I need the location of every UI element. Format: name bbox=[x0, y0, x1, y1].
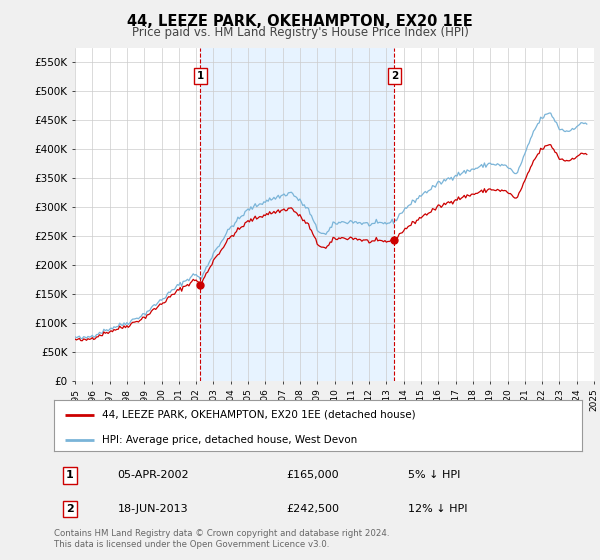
Text: 44, LEEZE PARK, OKEHAMPTON, EX20 1EE (detached house): 44, LEEZE PARK, OKEHAMPTON, EX20 1EE (de… bbox=[101, 409, 415, 419]
Text: £242,500: £242,500 bbox=[286, 504, 340, 514]
Text: HPI: Average price, detached house, West Devon: HPI: Average price, detached house, West… bbox=[101, 435, 357, 445]
Text: 12% ↓ HPI: 12% ↓ HPI bbox=[408, 504, 467, 514]
Text: 5% ↓ HPI: 5% ↓ HPI bbox=[408, 470, 460, 480]
Text: 44, LEEZE PARK, OKEHAMPTON, EX20 1EE: 44, LEEZE PARK, OKEHAMPTON, EX20 1EE bbox=[127, 14, 473, 29]
Text: Price paid vs. HM Land Registry's House Price Index (HPI): Price paid vs. HM Land Registry's House … bbox=[131, 26, 469, 39]
Text: 2: 2 bbox=[66, 504, 74, 514]
Text: 1: 1 bbox=[66, 470, 74, 480]
Text: Contains HM Land Registry data © Crown copyright and database right 2024.
This d: Contains HM Land Registry data © Crown c… bbox=[54, 529, 389, 549]
Text: 18-JUN-2013: 18-JUN-2013 bbox=[118, 504, 188, 514]
Text: 05-APR-2002: 05-APR-2002 bbox=[118, 470, 189, 480]
Text: £165,000: £165,000 bbox=[286, 470, 339, 480]
Text: 1: 1 bbox=[197, 71, 204, 81]
Text: 2: 2 bbox=[391, 71, 398, 81]
Bar bbox=[200, 48, 394, 381]
